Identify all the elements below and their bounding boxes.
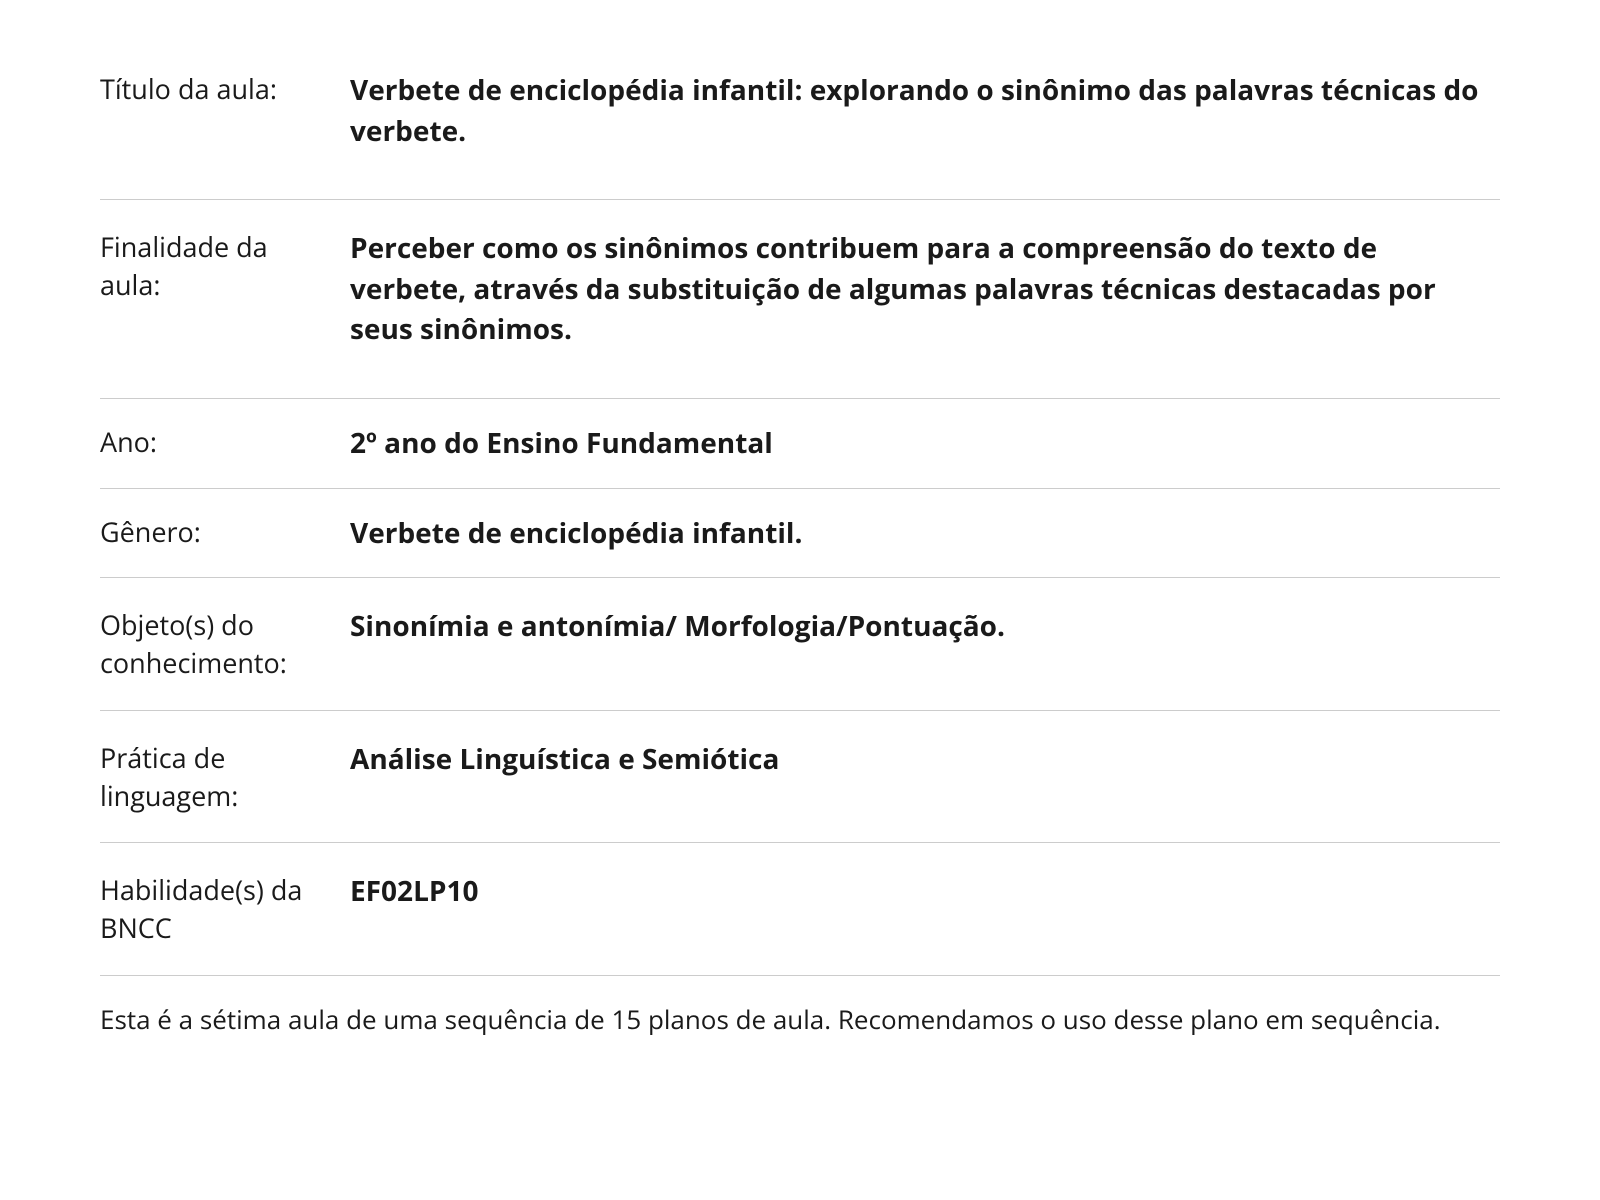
table-row: Gênero: Verbete de enciclopédia infantil…	[100, 489, 1500, 579]
footer-note: Esta é a sétima aula de uma sequência de…	[100, 976, 1500, 1039]
row-value-pratica: Análise Linguística e Semiótica	[350, 739, 1500, 780]
table-row: Habilidade(s) da BNCC EF02LP10	[100, 843, 1500, 976]
row-label-finalidade: Finalidade da aula:	[100, 228, 350, 304]
table-row: Prática de linguagem: Análise Linguístic…	[100, 711, 1500, 844]
table-row: Finalidade da aula: Perceber como os sin…	[100, 200, 1500, 399]
table-row: Título da aula: Verbete de enciclopédia …	[100, 60, 1500, 200]
row-value-ano: 2º ano do Ensino Fundamental	[350, 423, 1500, 464]
table-row: Objeto(s) do conhecimento: Sinonímia e a…	[100, 578, 1500, 711]
row-label-pratica: Prática de linguagem:	[100, 739, 350, 815]
row-label-ano: Ano:	[100, 423, 350, 461]
row-label-genero: Gênero:	[100, 513, 350, 551]
row-value-habilidade: EF02LP10	[350, 871, 1500, 912]
row-value-titulo: Verbete de enciclopédia infantil: explor…	[350, 70, 1500, 151]
row-label-titulo: Título da aula:	[100, 70, 350, 108]
row-label-objeto: Objeto(s) do conhecimento:	[100, 606, 350, 682]
row-value-finalidade: Perceber como os sinônimos contribuem pa…	[350, 228, 1500, 350]
row-label-habilidade: Habilidade(s) da BNCC	[100, 871, 350, 947]
lesson-info-table: Título da aula: Verbete de enciclopédia …	[100, 60, 1500, 976]
row-value-genero: Verbete de enciclopédia infantil.	[350, 513, 1500, 554]
table-row: Ano: 2º ano do Ensino Fundamental	[100, 399, 1500, 489]
row-value-objeto: Sinonímia e antonímia/ Morfologia/Pontua…	[350, 606, 1500, 647]
